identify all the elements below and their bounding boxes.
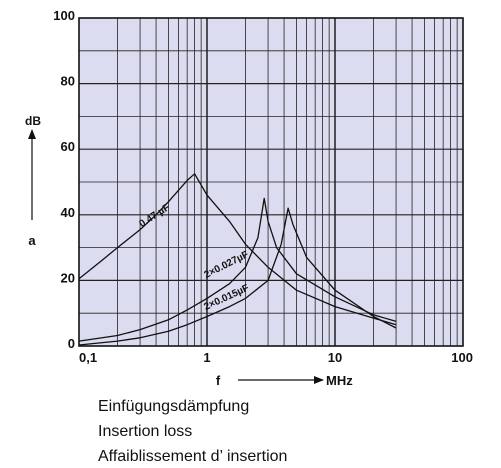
x-axis-symbol: f [216,373,221,388]
x-tick-label: 100 [451,350,473,365]
y-tick-label: 60 [61,139,75,154]
y-axis-symbol: a [28,233,36,248]
grid [79,18,463,346]
series-line [78,207,397,346]
caption-german: Einfügungsdämpfung [98,398,250,415]
y-tick-label: 0 [68,336,75,351]
series-line [78,197,397,342]
x-tick-label: 1 [203,350,210,365]
caption-french: Affaiblissement d’ insertion [98,448,288,465]
y-tick-label: 80 [61,74,75,89]
plot-frame [78,17,464,347]
y-tick-label: 20 [61,270,75,285]
series-line [78,173,397,326]
tick-labels: 0 20 40 60 80 100 0,1 1 10 100 [53,8,473,365]
x-tick-label: 0,1 [79,350,97,365]
y-tick-label: 100 [53,8,75,23]
x-tick-label: 10 [328,350,342,365]
x-axis-unit: MHz [326,373,353,388]
y-tick-label: 40 [61,205,75,220]
caption-english: Insertion loss [98,423,193,440]
y-axis-unit: dB [25,114,41,128]
